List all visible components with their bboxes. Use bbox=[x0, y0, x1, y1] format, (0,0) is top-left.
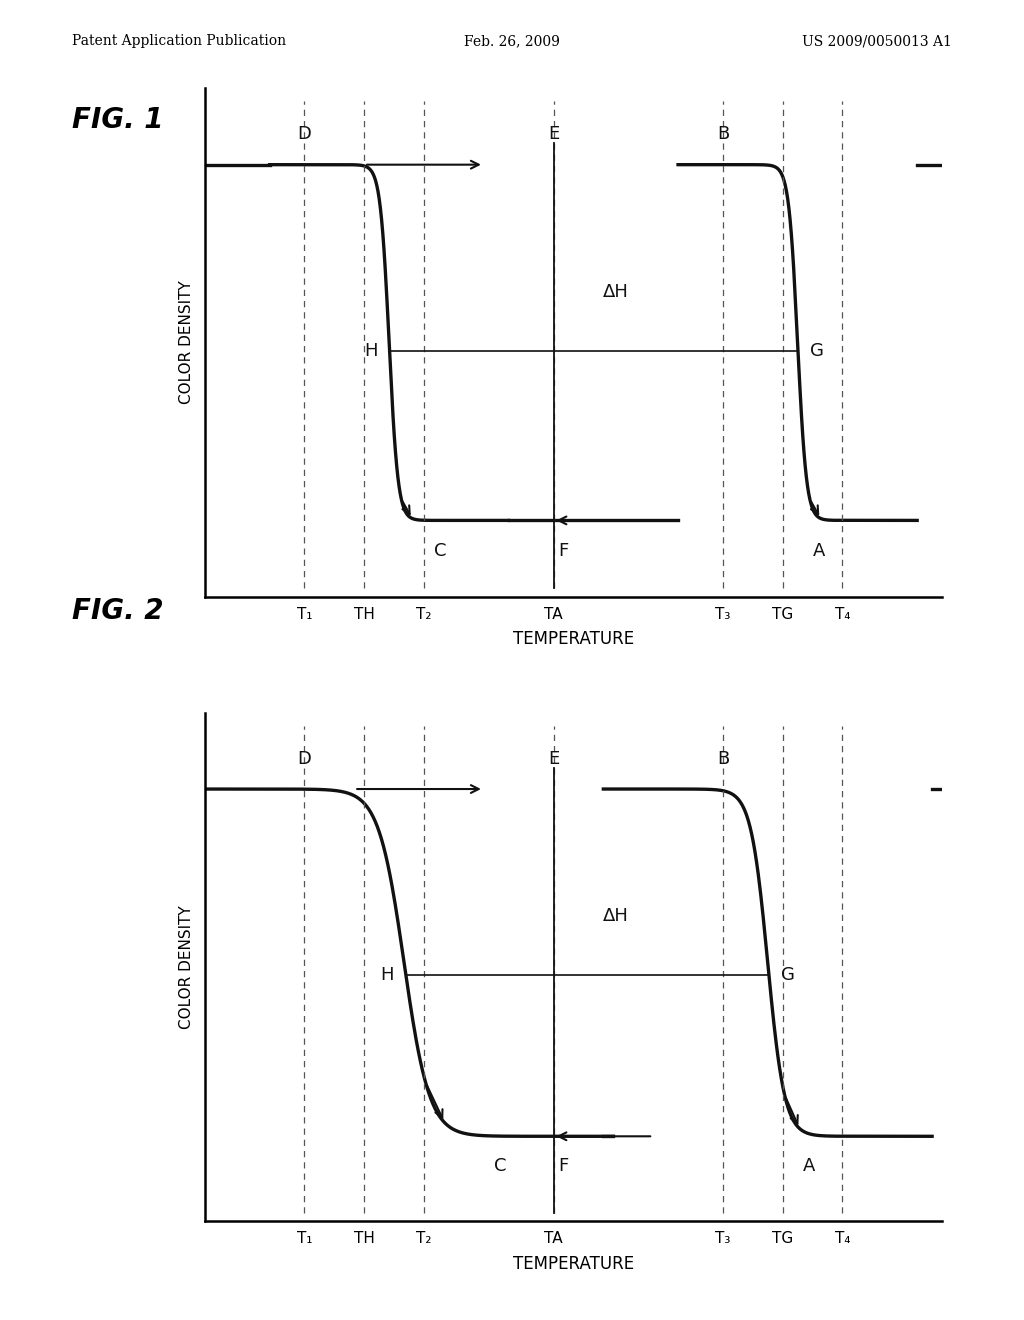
Text: E: E bbox=[548, 125, 559, 144]
Text: G: G bbox=[810, 342, 823, 360]
Text: G: G bbox=[781, 966, 795, 985]
X-axis label: TEMPERATURE: TEMPERATURE bbox=[513, 631, 634, 648]
Text: H: H bbox=[364, 342, 378, 360]
Text: B: B bbox=[717, 125, 729, 144]
Text: B: B bbox=[717, 750, 729, 768]
Text: US 2009/0050013 A1: US 2009/0050013 A1 bbox=[803, 34, 952, 49]
Text: D: D bbox=[298, 125, 311, 144]
Text: FIG. 2: FIG. 2 bbox=[72, 597, 163, 624]
Text: ΔH: ΔH bbox=[603, 907, 629, 925]
Text: FIG. 1: FIG. 1 bbox=[72, 106, 163, 133]
Text: H: H bbox=[380, 966, 393, 985]
Text: C: C bbox=[494, 1158, 506, 1176]
Text: F: F bbox=[558, 541, 568, 560]
Text: E: E bbox=[548, 750, 559, 768]
Text: Patent Application Publication: Patent Application Publication bbox=[72, 34, 286, 49]
Text: A: A bbox=[813, 541, 825, 560]
Y-axis label: COLOR DENSITY: COLOR DENSITY bbox=[179, 906, 194, 1028]
Text: ΔH: ΔH bbox=[603, 282, 629, 301]
X-axis label: TEMPERATURE: TEMPERATURE bbox=[513, 1255, 634, 1272]
Text: A: A bbox=[803, 1158, 815, 1176]
Text: Feb. 26, 2009: Feb. 26, 2009 bbox=[464, 34, 560, 49]
Text: D: D bbox=[298, 750, 311, 768]
Text: C: C bbox=[434, 541, 446, 560]
Y-axis label: COLOR DENSITY: COLOR DENSITY bbox=[179, 281, 194, 404]
Text: F: F bbox=[558, 1158, 568, 1176]
